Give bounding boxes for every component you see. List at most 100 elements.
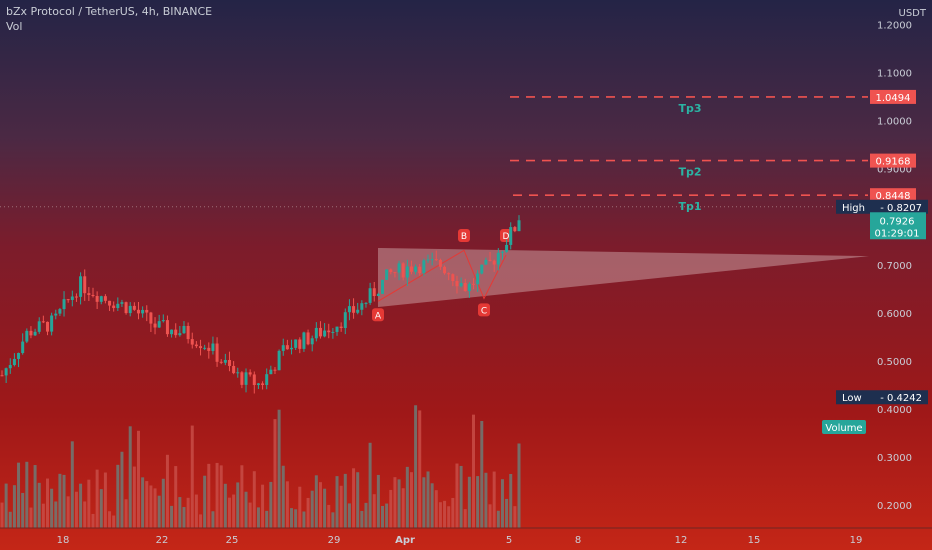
candle bbox=[128, 305, 132, 314]
volume-bar bbox=[190, 425, 194, 528]
candle bbox=[484, 259, 488, 265]
target-label: Tp2 bbox=[678, 166, 701, 179]
candle bbox=[269, 369, 273, 375]
candle bbox=[513, 227, 517, 232]
candle bbox=[186, 325, 190, 340]
candle bbox=[54, 313, 58, 316]
volume-legend-badge bbox=[822, 420, 866, 434]
volume-bar bbox=[186, 497, 190, 528]
volume-bar bbox=[12, 485, 16, 528]
volume-bar bbox=[29, 507, 33, 528]
volume-bar bbox=[467, 476, 471, 528]
volume-bar bbox=[513, 506, 517, 528]
volume-bar bbox=[161, 478, 165, 528]
candle bbox=[500, 251, 504, 253]
volume-bar bbox=[120, 451, 124, 528]
candle bbox=[426, 259, 430, 261]
candle bbox=[227, 359, 231, 366]
volume-bar bbox=[145, 481, 149, 528]
volume-bar bbox=[70, 441, 74, 528]
candle bbox=[422, 260, 426, 274]
volume-bar bbox=[281, 465, 285, 528]
candle bbox=[240, 372, 244, 385]
candle bbox=[438, 259, 442, 267]
price-tick-label: 0.6000 bbox=[877, 309, 912, 320]
volume-bar bbox=[240, 465, 244, 528]
candle bbox=[149, 312, 153, 324]
volume-bar bbox=[327, 504, 331, 528]
candle bbox=[401, 263, 405, 278]
candle bbox=[203, 347, 207, 349]
candle bbox=[244, 372, 248, 385]
candle bbox=[108, 300, 112, 306]
candle bbox=[281, 345, 285, 351]
candle bbox=[33, 331, 37, 336]
candle bbox=[87, 293, 91, 295]
volume-bar bbox=[488, 504, 492, 528]
volume-bar bbox=[352, 468, 356, 528]
time-tick-label: 25 bbox=[226, 535, 239, 546]
price-tick-label: 0.3000 bbox=[877, 453, 912, 464]
volume-bar bbox=[298, 486, 302, 528]
volume-bar bbox=[219, 465, 223, 528]
volume-bar bbox=[397, 479, 401, 528]
volume-bar bbox=[314, 475, 318, 528]
candle bbox=[12, 358, 16, 366]
volume-bar bbox=[174, 466, 178, 528]
volume-bar bbox=[261, 484, 265, 528]
candle bbox=[352, 306, 356, 313]
candle bbox=[132, 305, 136, 310]
volume-bar bbox=[472, 414, 476, 528]
volume-bar bbox=[463, 509, 467, 528]
countdown-value: 01:29:01 bbox=[875, 228, 920, 239]
candle bbox=[323, 330, 327, 337]
volume-bar bbox=[203, 475, 207, 528]
time-tick-label: Apr bbox=[395, 535, 415, 546]
candle bbox=[219, 361, 223, 363]
candle bbox=[463, 282, 467, 292]
candle bbox=[194, 344, 198, 347]
volume-bar bbox=[372, 494, 376, 528]
candle bbox=[45, 321, 49, 332]
volume-bar bbox=[265, 510, 269, 528]
volume-bar bbox=[91, 513, 95, 528]
volume-bar bbox=[401, 488, 405, 528]
candle bbox=[517, 220, 521, 232]
volume-bar bbox=[405, 466, 409, 528]
candle bbox=[0, 375, 4, 377]
candle bbox=[356, 309, 360, 313]
candle bbox=[488, 259, 492, 261]
candle bbox=[178, 333, 182, 336]
volume-bar bbox=[227, 497, 231, 528]
volume-bar bbox=[376, 474, 380, 528]
volume-bar bbox=[273, 419, 277, 528]
volume-bar bbox=[451, 497, 455, 528]
candle bbox=[66, 299, 70, 301]
candle bbox=[236, 372, 240, 374]
candle bbox=[248, 372, 252, 375]
current-price-badge bbox=[870, 212, 926, 240]
volume-bar bbox=[215, 462, 219, 528]
candle bbox=[418, 266, 422, 274]
volume-bar bbox=[211, 511, 215, 528]
volume-bar bbox=[112, 515, 116, 528]
volume-bar bbox=[157, 495, 161, 528]
volume-bar bbox=[128, 426, 132, 528]
candle bbox=[170, 329, 174, 335]
volume-bar bbox=[356, 472, 360, 528]
volume-bar bbox=[443, 500, 447, 528]
candle bbox=[124, 302, 128, 314]
candle bbox=[277, 350, 281, 371]
candle bbox=[509, 227, 513, 245]
candle bbox=[389, 269, 393, 273]
candle bbox=[112, 305, 116, 309]
candle bbox=[261, 383, 265, 385]
time-tick-label: 18 bbox=[57, 535, 70, 546]
pattern-point-label: C bbox=[481, 306, 487, 316]
candle bbox=[8, 365, 12, 369]
volume-bar bbox=[66, 496, 70, 528]
volume-bar bbox=[165, 454, 169, 528]
